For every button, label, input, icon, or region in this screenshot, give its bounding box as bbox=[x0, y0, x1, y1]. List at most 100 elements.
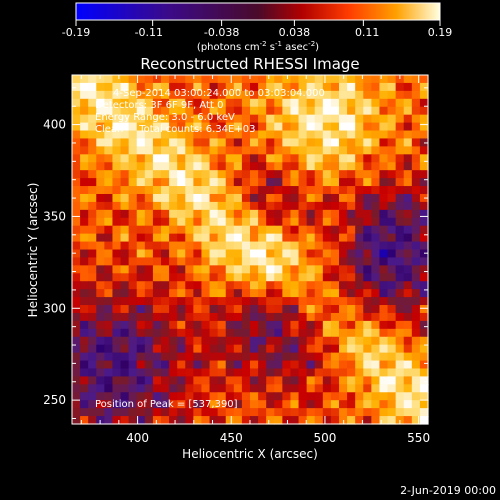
heatmap-cell bbox=[403, 217, 413, 227]
heatmap-cell bbox=[112, 178, 122, 187]
heatmap-cell bbox=[387, 98, 397, 108]
heatmap-cell bbox=[250, 201, 259, 211]
heatmap-cell bbox=[290, 249, 300, 259]
heatmap-cell bbox=[314, 384, 324, 393]
heatmap-cell bbox=[217, 305, 227, 314]
heatmap-cell bbox=[379, 249, 389, 259]
heatmap-cell bbox=[233, 233, 243, 243]
heatmap-cell bbox=[258, 408, 267, 417]
heatmap-cell bbox=[363, 114, 372, 124]
heatmap-cell bbox=[306, 249, 316, 259]
heatmap-cell bbox=[241, 114, 251, 124]
heatmap-cell bbox=[136, 281, 146, 290]
heatmap-cell bbox=[347, 392, 356, 401]
heatmap-cell bbox=[266, 90, 275, 100]
heatmap-cell bbox=[193, 352, 203, 362]
heatmap-cell bbox=[144, 75, 154, 84]
heatmap-cell bbox=[379, 368, 389, 378]
heatmap-cell bbox=[339, 265, 348, 274]
heatmap-cell bbox=[419, 209, 429, 219]
heatmap-cell bbox=[225, 392, 235, 401]
heatmap-cell bbox=[144, 328, 154, 338]
heatmap-cell bbox=[250, 154, 259, 163]
heatmap-cell bbox=[266, 400, 275, 409]
heatmap-cell bbox=[403, 312, 413, 322]
heatmap-cell bbox=[274, 106, 283, 116]
heatmap-cell bbox=[419, 233, 429, 243]
heatmap-cell bbox=[355, 312, 364, 322]
heatmap-cell bbox=[217, 122, 227, 132]
heatmap-cell bbox=[152, 90, 162, 100]
heatmap-cell bbox=[355, 225, 364, 235]
heatmap-cell bbox=[258, 305, 267, 314]
heatmap-cell bbox=[96, 344, 105, 354]
heatmap-cell bbox=[112, 209, 122, 219]
heatmap-cell bbox=[387, 114, 397, 124]
heatmap-cell bbox=[169, 249, 178, 259]
heatmap-cell bbox=[379, 392, 389, 401]
heatmap-cell bbox=[104, 320, 114, 330]
heatmap-cell bbox=[363, 297, 372, 306]
heatmap-cell bbox=[282, 344, 292, 354]
heatmap-cell bbox=[112, 384, 122, 393]
heatmap-cell bbox=[128, 193, 138, 203]
heatmap-cell bbox=[347, 289, 356, 298]
heatmap-cell bbox=[363, 320, 372, 330]
heatmap-cell bbox=[258, 368, 267, 378]
heatmap-cell bbox=[225, 297, 235, 306]
heatmap-cell bbox=[177, 297, 186, 306]
heatmap-cell bbox=[322, 225, 332, 235]
heatmap-cell bbox=[258, 360, 267, 370]
heatmap-cell bbox=[225, 265, 235, 274]
heatmap-cell bbox=[371, 368, 381, 378]
heatmap-cell bbox=[403, 130, 413, 140]
heatmap-cell bbox=[258, 384, 267, 393]
heatmap-cell bbox=[339, 320, 348, 330]
heatmap-cell bbox=[403, 360, 413, 370]
heatmap-cell bbox=[88, 360, 97, 370]
heatmap-cell bbox=[298, 265, 308, 274]
heatmap-cell bbox=[403, 225, 413, 235]
heatmap-cell bbox=[403, 344, 413, 354]
heatmap-cell bbox=[104, 408, 114, 417]
heatmap-cell bbox=[274, 289, 283, 298]
heatmap-cell bbox=[104, 122, 114, 132]
heatmap-cell bbox=[193, 328, 203, 338]
heatmap-cell bbox=[363, 241, 372, 251]
heatmap-cell bbox=[128, 138, 138, 147]
heatmap-cell bbox=[339, 106, 348, 116]
heatmap-cell bbox=[152, 273, 162, 282]
heatmap-cell bbox=[339, 241, 348, 251]
heatmap-cell bbox=[193, 98, 203, 108]
heatmap-cell bbox=[347, 82, 356, 92]
heatmap-cell bbox=[290, 162, 300, 171]
heatmap-cell bbox=[185, 122, 194, 132]
heatmap-cell bbox=[72, 297, 81, 306]
heatmap-cell bbox=[136, 305, 146, 314]
heatmap-cell bbox=[88, 368, 97, 378]
heatmap-cell bbox=[403, 273, 413, 282]
heatmap-cell bbox=[112, 336, 122, 346]
heatmap-cell bbox=[241, 225, 251, 235]
heatmap-cell bbox=[330, 209, 340, 219]
heatmap-cell bbox=[177, 162, 186, 171]
heatmap-cell bbox=[80, 130, 89, 140]
heatmap-cell bbox=[88, 265, 97, 274]
heatmap-cell bbox=[233, 360, 243, 370]
heatmap-cell bbox=[169, 162, 178, 171]
heatmap-cell bbox=[419, 336, 429, 346]
heatmap-cell bbox=[306, 130, 316, 140]
heatmap-cell bbox=[72, 178, 81, 187]
heatmap-cell bbox=[266, 328, 275, 338]
heatmap-cell bbox=[339, 376, 348, 385]
heatmap-cell bbox=[282, 376, 292, 385]
heatmap-cell bbox=[217, 328, 227, 338]
heatmap-cell bbox=[330, 392, 340, 401]
heatmap-cell bbox=[411, 416, 421, 425]
heatmap-cell bbox=[201, 90, 211, 100]
heatmap-cell bbox=[419, 146, 429, 155]
heatmap-cell bbox=[379, 106, 389, 116]
heatmap-cell bbox=[290, 225, 300, 235]
heatmap-cell bbox=[250, 75, 259, 84]
heatmap-cell bbox=[128, 281, 138, 290]
